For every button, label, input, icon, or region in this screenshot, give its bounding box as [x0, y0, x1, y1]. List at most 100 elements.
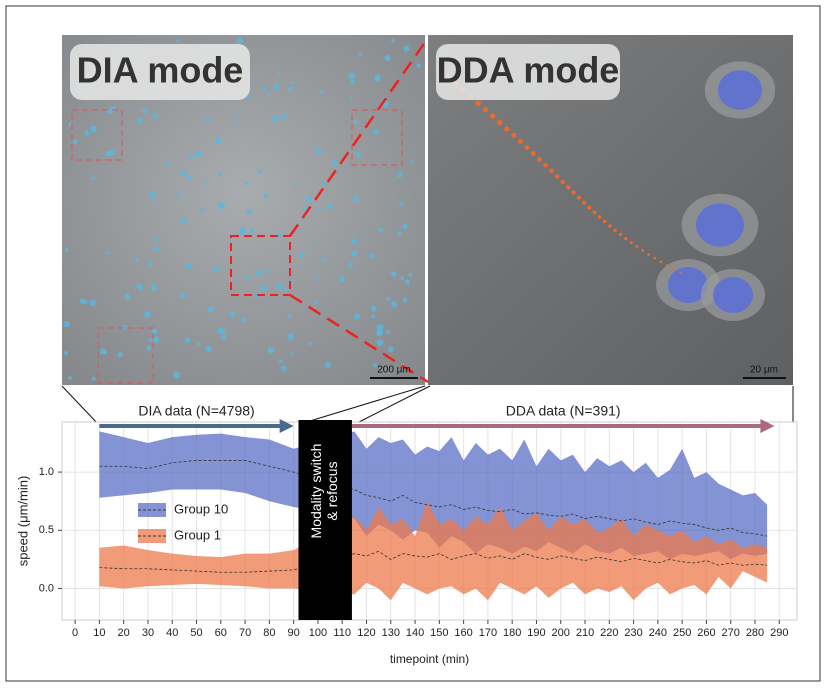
legend-swatch: [138, 529, 166, 543]
x-tick-label: 130: [382, 627, 400, 639]
cell: [147, 262, 152, 267]
micrographs: DIA mode DDA mode 200 μm 20 μm: [62, 35, 793, 424]
cell: [105, 151, 111, 157]
cell: [206, 346, 212, 352]
track-point: [659, 261, 662, 264]
x-tick-label: 10: [93, 627, 105, 639]
cell: [373, 363, 377, 367]
x-tick-label: 250: [673, 627, 691, 639]
cell: [325, 362, 331, 368]
cell: [185, 263, 192, 270]
cell: [351, 238, 357, 244]
x-tick-label: 260: [697, 627, 715, 639]
track-point: [624, 237, 627, 240]
cell: [149, 192, 156, 199]
cell: [263, 194, 268, 199]
cell: [241, 317, 246, 322]
cell: [400, 202, 404, 206]
cell: [218, 327, 225, 334]
cell: [402, 224, 407, 229]
scale-label: 20 μm: [750, 365, 778, 376]
cell: [379, 228, 383, 232]
cell: [332, 160, 338, 166]
track-point: [524, 145, 529, 150]
x-tick-label: 190: [527, 627, 545, 639]
y-axis-label: speed (μm/min): [15, 476, 30, 567]
cell: [64, 351, 68, 355]
cell: [173, 372, 180, 379]
cell: [65, 248, 69, 252]
cell: [279, 360, 283, 364]
cell: [281, 365, 287, 371]
cell: [144, 311, 151, 318]
cell: [151, 328, 157, 334]
legend-label: Group 1: [174, 527, 221, 542]
x-tick-label: 290: [770, 627, 788, 639]
track-point: [613, 229, 616, 232]
legend-swatch: [138, 503, 166, 517]
track-point: [679, 272, 681, 274]
track-point: [572, 190, 576, 194]
cell: [197, 342, 200, 345]
cell: [314, 300, 318, 304]
connector: [300, 386, 425, 424]
track-point: [587, 206, 591, 210]
track-point: [582, 201, 586, 205]
cell: [177, 194, 181, 198]
cell: [391, 39, 395, 43]
cell: [291, 352, 294, 355]
connector: [355, 386, 430, 424]
cell: [221, 334, 226, 339]
cell: [154, 246, 159, 251]
cell: [391, 301, 397, 307]
cell: [235, 115, 238, 118]
cell: [153, 336, 159, 342]
cell: [84, 130, 89, 135]
cell: [318, 208, 321, 211]
cell: [348, 262, 353, 267]
track-point: [543, 163, 548, 168]
cell: [402, 298, 407, 303]
cell: [371, 315, 375, 319]
x-tick-label: 110: [333, 627, 351, 639]
y-tick-label: 1.0: [39, 466, 54, 478]
x-tick-label: 40: [166, 627, 178, 639]
cell: [355, 152, 361, 158]
cell: [68, 376, 72, 380]
scale-label: 200 μm: [377, 365, 411, 376]
cell: [320, 91, 324, 95]
cell: [397, 172, 403, 178]
track-point: [537, 157, 542, 162]
cell: [322, 258, 327, 263]
cell: [354, 313, 360, 319]
cell: [309, 342, 312, 345]
cell: [371, 306, 377, 312]
cell: [410, 160, 413, 163]
track-point: [561, 180, 565, 184]
cell: [195, 151, 201, 157]
track-point: [577, 196, 581, 200]
cell: [287, 333, 294, 340]
cell: [151, 284, 158, 291]
x-tick-label: 160: [454, 627, 472, 639]
cell: [292, 81, 295, 84]
cell: [68, 123, 71, 126]
nucleus: [696, 203, 744, 246]
cell: [268, 347, 275, 354]
track-point: [497, 120, 502, 125]
cell: [388, 347, 394, 353]
x-tick-label: 70: [239, 627, 251, 639]
cell: [267, 93, 271, 97]
x-tick-label: 90: [288, 627, 300, 639]
cell: [284, 288, 288, 292]
cell: [385, 55, 391, 61]
x-tick-label: 220: [600, 627, 618, 639]
cell: [181, 218, 186, 223]
cell: [276, 283, 283, 290]
cell: [106, 252, 109, 255]
cell: [397, 231, 401, 235]
track-point: [598, 215, 602, 219]
track-point: [603, 220, 607, 224]
cell: [180, 293, 186, 299]
